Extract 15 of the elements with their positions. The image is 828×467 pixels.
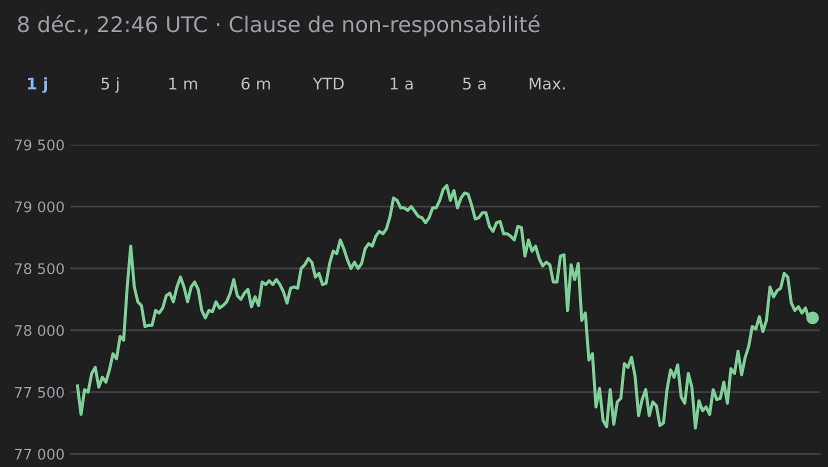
text: YTD	[312, 78, 344, 90]
text: 1 j	[28, 77, 47, 93]
text: Max.	[530, 78, 565, 90]
text: 1 m	[169, 78, 198, 90]
y-tick-label: 78 500	[14, 263, 64, 274]
text: 5 a	[463, 78, 486, 90]
y-tick-label: 79 000	[14, 201, 64, 212]
text: 1 a	[390, 78, 413, 90]
text: 6 m	[242, 78, 270, 90]
y-tick-label: 77 000	[14, 448, 64, 460]
text: 5 j	[102, 77, 118, 93]
y-tick-label: 78 000	[14, 324, 64, 336]
y-tick-label: 79 500	[14, 139, 64, 151]
y-tick-label: 77 500	[14, 386, 64, 398]
chart-title: 8 déc., 22:46 UTC · Clause de non-responsabilité	[18, 14, 540, 37]
